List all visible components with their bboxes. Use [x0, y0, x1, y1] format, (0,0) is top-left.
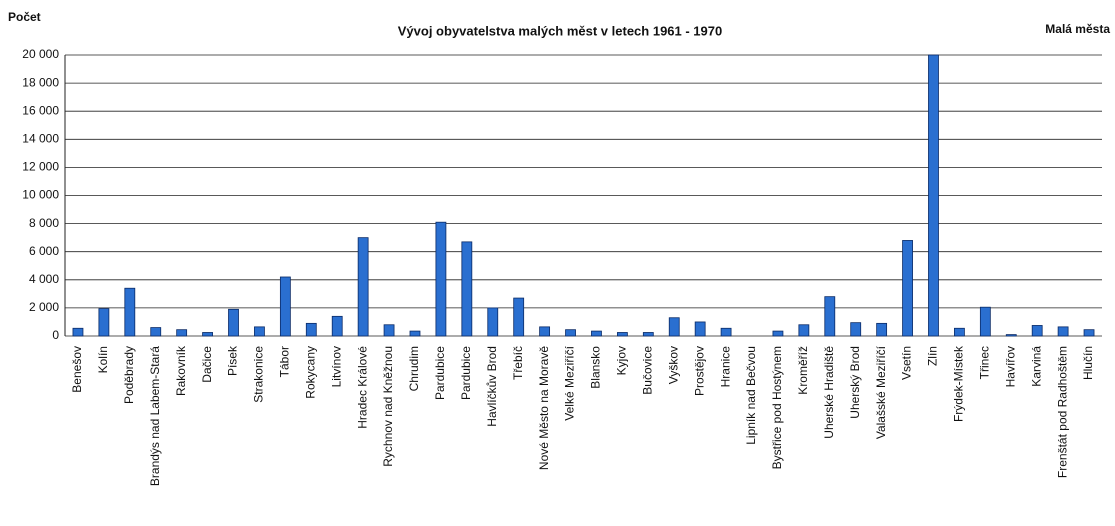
- bar: [720, 327, 732, 337]
- legend-label: Malá města: [1045, 22, 1110, 36]
- bar: [461, 241, 473, 337]
- y-tick-label: 8 000: [29, 216, 59, 230]
- x-tick-label: Chrudim: [407, 346, 421, 391]
- x-tick-label: Uherský Brod: [848, 346, 862, 419]
- x-tick-label: Hlučín: [1081, 346, 1095, 380]
- bar: [591, 330, 602, 337]
- bar: [616, 332, 628, 337]
- bar: [279, 276, 291, 337]
- bar: [824, 296, 836, 337]
- x-tick-label: Lipník nad Bečvou: [744, 346, 758, 445]
- bar: [694, 321, 706, 337]
- x-tick-label: Rychnov nad Kněžnou: [381, 346, 395, 467]
- y-tick-label: 12 000: [22, 160, 59, 174]
- y-tick-label: 18 000: [22, 75, 59, 89]
- x-tick-label: Brandýs nad Labem-Stará: [148, 346, 162, 486]
- bar: [902, 240, 913, 337]
- x-tick-label: Frýdek-Místek: [952, 345, 966, 422]
- bar: [98, 308, 110, 337]
- x-tick-label: Valašské Meziříčí: [874, 345, 888, 439]
- x-tick-label: Rakovník: [174, 345, 188, 396]
- x-tick-label: Pardubice: [459, 346, 473, 400]
- x-tick-label: Pardubice: [433, 346, 447, 400]
- x-tick-label: Tábor: [278, 346, 292, 377]
- bar: [565, 329, 576, 337]
- x-tick-label: Dačice: [200, 346, 214, 383]
- x-tick-label: Kyjov: [615, 346, 629, 375]
- x-tick-label: Poděbrady: [122, 346, 136, 404]
- x-tick-label: Havířov: [1003, 346, 1017, 387]
- x-tick-label: Frenštát pod Radhoštěm: [1055, 346, 1069, 478]
- bar: [435, 221, 447, 337]
- bar: [487, 307, 499, 337]
- x-tick-label: Velké Meziříčí: [563, 345, 577, 420]
- x-tick-label: Karviná: [1029, 346, 1043, 387]
- x-tick-label: Bystřice pod Hostýnem: [770, 346, 784, 469]
- bar: [513, 297, 525, 337]
- bar: [798, 324, 810, 337]
- x-tick-label: Vsetín: [900, 346, 914, 380]
- bar: [1083, 329, 1095, 337]
- x-tick-label: Kroměříž: [796, 346, 810, 395]
- bar: [383, 324, 395, 337]
- x-tick-label: Hranice: [718, 346, 732, 388]
- y-tick-label: 10 000: [22, 188, 59, 202]
- bar: [331, 315, 343, 337]
- bar: [1005, 334, 1017, 337]
- x-tick-label: Benešov: [70, 346, 84, 393]
- x-tick-label: Kolín: [96, 346, 110, 373]
- y-tick-label: 14 000: [22, 131, 59, 145]
- x-tick-label: Havlíčkův Brod: [485, 346, 499, 427]
- x-tick-label: Písek: [226, 345, 240, 376]
- x-tick-label: Třebíč: [511, 346, 525, 380]
- bar: [954, 327, 965, 337]
- y-tick-label: 0: [52, 328, 59, 342]
- y-tick-label: 4 000: [29, 272, 59, 286]
- bar: [668, 317, 680, 337]
- x-tick-label: Hradec Králové: [355, 346, 369, 429]
- x-tick-label: Prostějov: [692, 346, 706, 396]
- bar: [1057, 326, 1069, 337]
- x-tick-label: Strakonice: [252, 346, 266, 403]
- y-tick-label: 2 000: [29, 300, 59, 314]
- x-tick-label: Litvínov: [329, 346, 343, 387]
- y-tick-label: 16 000: [22, 103, 59, 117]
- x-tick-label: Nové Město na Moravě: [537, 346, 551, 470]
- x-tick-label: Třinec: [978, 346, 992, 379]
- bar: [642, 332, 654, 337]
- y-tick-label: 6 000: [29, 244, 59, 258]
- bar: [850, 322, 862, 337]
- x-tick-label: Bučovice: [640, 346, 654, 395]
- bar: [772, 330, 784, 337]
- bar: [539, 326, 551, 337]
- bar: [357, 237, 369, 337]
- bar: [176, 329, 188, 337]
- bar: [1031, 325, 1043, 337]
- bar: [228, 308, 239, 337]
- chart-title: Vývoj obyvatelstva malých měst v letech …: [398, 23, 722, 38]
- x-tick-label: Vyškov: [666, 346, 680, 384]
- bar: [876, 322, 888, 337]
- x-tick-label: Zlín: [926, 346, 940, 366]
- y-axis-label: Počet: [8, 10, 41, 24]
- bar: [928, 54, 939, 337]
- bar: [305, 322, 317, 337]
- bar: [72, 327, 84, 337]
- bar: [202, 332, 213, 337]
- x-tick-label: Blansko: [589, 346, 603, 389]
- bar: [124, 287, 136, 337]
- bar: [254, 326, 265, 337]
- y-tick-label: 20 000: [22, 47, 59, 61]
- bar: [409, 330, 421, 337]
- x-tick-label: Rokycany: [303, 346, 317, 399]
- bar: [150, 327, 162, 337]
- x-tick-label: Uherské Hradiště: [822, 346, 836, 439]
- bar: [979, 306, 991, 337]
